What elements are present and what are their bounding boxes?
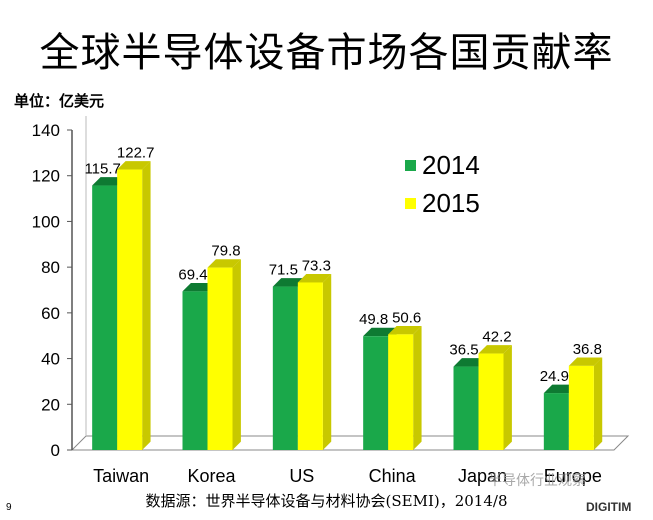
bar-2015-Korea <box>207 267 233 450</box>
bar-top-2015-China <box>388 325 422 335</box>
bar-2015-Taiwan <box>117 169 143 451</box>
bar-2014-US <box>272 286 298 450</box>
bar-top-2015-Japan <box>478 345 512 354</box>
bar-2014-Japan <box>453 366 479 450</box>
data-label-2014-US: 71.5 <box>269 262 298 279</box>
data-label-2015-Japan: 42.2 <box>482 329 511 346</box>
unit-label: 单位：亿美元 <box>14 92 105 110</box>
data-label-2015-Taiwan: 122.7 <box>117 145 155 162</box>
bar-2015-US <box>297 282 323 450</box>
x-tick-label-China: China <box>369 466 417 486</box>
legend-label-2014: 2014 <box>422 149 480 180</box>
chart-title: 全球半导体设备市场各国贡献率 <box>39 30 614 76</box>
x-tick-label-Taiwan: Taiwan <box>93 466 149 486</box>
x-tick-label-Europe: Europe <box>544 466 602 486</box>
bar-top-2015-Europe <box>568 357 603 366</box>
data-label-2014-Europe: 24.9 <box>540 368 569 385</box>
y-tick-label-20: 20 <box>41 395 60 414</box>
bar-side-2015-Europe <box>593 357 603 450</box>
y-tick-label-0: 0 <box>51 441 60 460</box>
bar-2014-Korea <box>182 291 208 450</box>
legend-swatch-2014 <box>405 159 416 171</box>
bar-side-2015-Japan <box>503 345 512 450</box>
bar-top-2015-Korea <box>207 259 241 268</box>
legend-item-2015: 2015 <box>405 184 480 222</box>
bar-series <box>92 161 603 451</box>
bar-side-2015-Taiwan <box>142 161 151 450</box>
data-label-2014-Taiwan: 115.7 <box>84 161 120 178</box>
legend-item-2014: 2014 <box>405 146 480 184</box>
bar-side-2015-China <box>413 325 422 450</box>
x-tick-label-Korea: Korea <box>187 466 236 486</box>
watermark-text: 半导体行业观察 <box>488 473 586 489</box>
bar-top-2015-Taiwan <box>117 161 151 170</box>
bar-2015-China <box>388 334 414 450</box>
data-label-2014-Japan: 36.5 <box>449 342 478 359</box>
page-number: 9 <box>6 502 12 513</box>
data-label-2014-China: 49.8 <box>359 311 388 328</box>
y-axis: 0 20 40 60 80 100 120 140 <box>32 121 73 460</box>
x-tick-label-Japan: Japan <box>458 466 507 486</box>
legend-swatch-2015 <box>405 197 416 209</box>
legend-label-2015: 2015 <box>422 187 480 218</box>
brand-logo-text: DIGITIM <box>586 500 632 514</box>
bar-side-2015-US <box>322 274 332 450</box>
x-tick-label-US: US <box>289 466 314 486</box>
bar-top-2014-China <box>363 327 397 337</box>
bar-2015-Europe <box>568 365 594 450</box>
data-label-2015-Europe: 36.8 <box>573 341 602 358</box>
y-tick-label-100: 100 <box>32 212 60 231</box>
bar-2014-Taiwan <box>92 185 118 451</box>
bar-2014-Europe <box>543 393 569 450</box>
y-tick-label-120: 120 <box>32 167 60 186</box>
data-label-2015-Korea: 79.8 <box>211 243 240 260</box>
data-label-2014-Korea: 69.4 <box>178 266 207 283</box>
bar-2015-Japan <box>478 353 504 450</box>
data-label-2015-US: 73.3 <box>302 257 331 274</box>
legend: 2014 2015 <box>405 146 480 222</box>
y-tick-label-80: 80 <box>41 258 60 277</box>
y-tick-label-140: 140 <box>32 121 60 140</box>
y-tick-label-40: 40 <box>41 350 60 369</box>
y-tick-label-60: 60 <box>41 304 60 323</box>
data-label-2015-China: 50.6 <box>392 309 421 326</box>
x-axis-labels: Taiwan Korea US China Japan Europe <box>93 466 602 486</box>
bar-side-2015-Korea <box>232 259 241 450</box>
bar-2014-China <box>363 336 389 450</box>
source-note: 数据源：世界半导体设备与材料协会(SEMI)，2014/8 <box>145 492 508 510</box>
bar-top-2015-US <box>297 274 332 283</box>
